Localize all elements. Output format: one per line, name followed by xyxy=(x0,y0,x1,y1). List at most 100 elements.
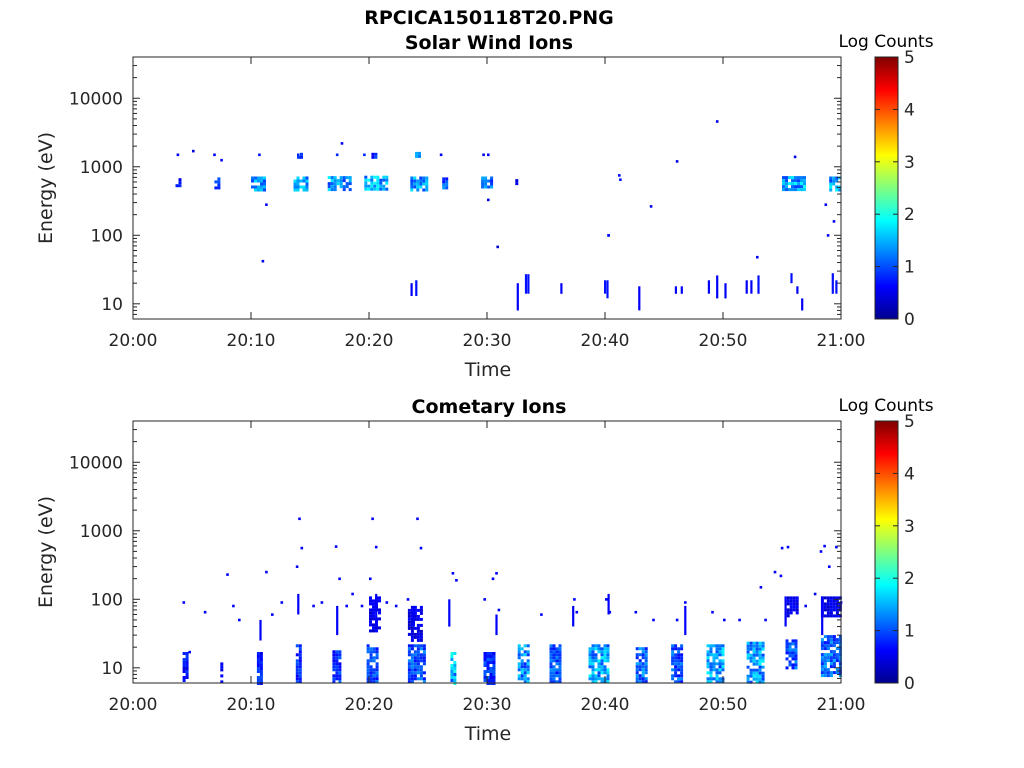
heatmap-cell xyxy=(487,179,491,183)
heatmap-cell xyxy=(492,658,496,661)
heatmap-cell xyxy=(526,677,530,681)
heatmap-bar xyxy=(572,605,575,627)
heatmap-cell xyxy=(606,659,610,663)
heatmap-cell xyxy=(416,659,420,663)
heatmap-cell xyxy=(555,662,559,666)
heatmap-cell xyxy=(644,665,648,669)
heatmap-cell xyxy=(372,677,376,681)
heatmap-cell xyxy=(715,668,719,672)
heatmap-cell xyxy=(820,641,824,645)
heatmap-cell xyxy=(483,673,487,676)
heatmap-cell xyxy=(489,652,493,655)
heatmap-cell xyxy=(489,661,493,664)
heatmap-cell xyxy=(603,644,607,648)
heatmap-cell xyxy=(492,652,496,655)
heatmap-point xyxy=(764,618,767,622)
panel2-colorbar xyxy=(874,420,899,684)
heatmap-cell xyxy=(410,176,414,180)
heatmap-cell xyxy=(785,657,789,661)
heatmap-cell xyxy=(413,179,417,183)
heatmap-cell xyxy=(490,176,494,180)
heatmap-cell xyxy=(422,179,426,183)
heatmap-cell xyxy=(330,176,334,180)
heatmap-cell xyxy=(526,680,530,684)
heatmap-cell xyxy=(792,599,796,603)
heatmap-bar xyxy=(790,273,793,284)
heatmap-bar xyxy=(495,614,498,636)
heatmap-cell xyxy=(369,623,372,627)
x-tick-label: 20:30 xyxy=(463,331,512,351)
heatmap-cell xyxy=(800,179,803,183)
heatmap-cell xyxy=(718,647,722,651)
heatmap-cell xyxy=(829,188,833,192)
heatmap-cell xyxy=(677,653,681,657)
heatmap-cell xyxy=(422,644,426,648)
heatmap-cell xyxy=(375,662,379,666)
heatmap-cell xyxy=(517,674,521,678)
heatmap-cell xyxy=(410,662,414,666)
heatmap-cell xyxy=(791,179,794,183)
heatmap-cell xyxy=(555,680,559,684)
heatmap-cell xyxy=(555,671,559,675)
heatmap-cell xyxy=(327,182,331,186)
heatmap-cell xyxy=(407,644,411,648)
heatmap-cell xyxy=(558,650,562,654)
heatmap-cell xyxy=(706,656,710,660)
heatmap-cell xyxy=(296,185,300,189)
heatmap-cell xyxy=(638,677,642,681)
heatmap-cell xyxy=(348,179,352,183)
heatmap-cell xyxy=(832,596,836,600)
heatmap-cell xyxy=(259,661,263,664)
heatmap-cell xyxy=(721,659,725,663)
heatmap-point xyxy=(176,153,180,157)
data-cluster xyxy=(481,176,494,189)
heatmap-cell xyxy=(407,665,411,669)
heatmap-cell xyxy=(638,653,642,657)
heatmap-cell xyxy=(263,182,266,186)
heatmap-cell xyxy=(335,665,339,669)
heatmap-cell xyxy=(416,638,420,642)
heatmap-cell xyxy=(335,671,339,675)
heatmap-cell xyxy=(789,608,793,612)
heatmap-cell xyxy=(410,623,414,627)
heatmap-cell xyxy=(641,647,645,651)
heatmap-cell xyxy=(259,658,263,661)
heatmap-cell xyxy=(332,680,336,684)
heatmap-cell xyxy=(217,186,221,190)
heatmap-cell xyxy=(746,650,750,654)
heatmap-cell xyxy=(254,179,257,183)
heatmap-cell xyxy=(588,659,592,663)
heatmap-cell xyxy=(481,182,485,186)
heatmap-cell xyxy=(484,176,488,180)
heatmap-bar xyxy=(297,593,300,615)
heatmap-cell xyxy=(552,668,556,672)
heatmap-cell xyxy=(260,182,263,186)
heatmap-cell xyxy=(425,182,429,186)
heatmap-cell xyxy=(369,602,372,606)
heatmap-cell xyxy=(416,608,420,612)
heatmap-cell xyxy=(410,185,414,189)
heatmap-cell xyxy=(749,641,753,645)
heatmap-cell xyxy=(376,175,380,179)
heatmap-cell xyxy=(335,668,339,672)
heatmap-cell xyxy=(755,659,759,663)
heatmap-cell xyxy=(515,182,519,186)
heatmap-cell xyxy=(680,659,684,663)
heatmap-cell xyxy=(797,185,800,189)
data-cluster xyxy=(415,151,421,158)
heatmap-cell xyxy=(182,664,186,667)
heatmap-cell xyxy=(832,644,836,648)
heatmap-cell xyxy=(298,644,302,648)
heatmap-cell xyxy=(823,602,827,606)
heatmap-cell xyxy=(709,647,713,651)
heatmap-point xyxy=(298,517,301,521)
heatmap-cell xyxy=(674,674,678,678)
heatmap-cell xyxy=(486,652,490,655)
heatmap-cell xyxy=(709,677,713,681)
heatmap-cell xyxy=(829,671,833,675)
heatmap-cell xyxy=(375,680,379,684)
heatmap-cell xyxy=(671,644,675,648)
heatmap-cell xyxy=(336,179,340,183)
